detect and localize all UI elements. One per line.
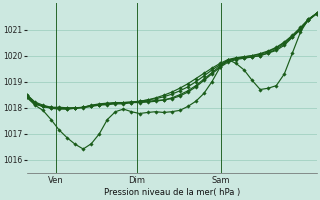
X-axis label: Pression niveau de la mer( hPa ): Pression niveau de la mer( hPa ) <box>104 188 240 197</box>
